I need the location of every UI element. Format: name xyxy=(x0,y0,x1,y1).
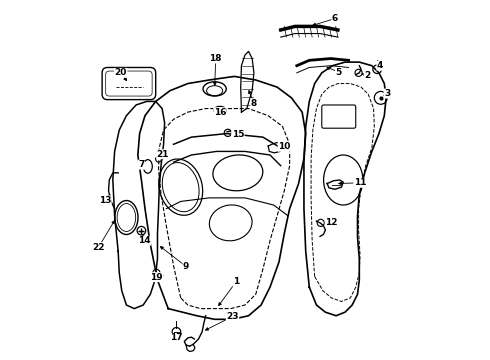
Text: 22: 22 xyxy=(92,243,105,252)
Text: 7: 7 xyxy=(138,160,145,169)
Text: 16: 16 xyxy=(214,108,226,117)
Text: 8: 8 xyxy=(251,99,257,108)
Text: 21: 21 xyxy=(157,150,169,159)
Text: 18: 18 xyxy=(209,54,222,63)
Text: 15: 15 xyxy=(232,130,244,139)
Text: 6: 6 xyxy=(332,14,338,23)
Text: 23: 23 xyxy=(226,312,239,321)
Text: 4: 4 xyxy=(377,61,383,70)
Text: 14: 14 xyxy=(138,236,150,245)
Text: 13: 13 xyxy=(98,196,111,205)
Text: 3: 3 xyxy=(384,89,391,98)
Text: 2: 2 xyxy=(364,71,370,80)
Text: 20: 20 xyxy=(115,68,127,77)
Text: 10: 10 xyxy=(278,142,291,151)
Text: 17: 17 xyxy=(170,333,183,342)
Text: 11: 11 xyxy=(354,178,367,187)
Text: 12: 12 xyxy=(325,218,338,227)
Text: 19: 19 xyxy=(150,273,163,282)
Text: 9: 9 xyxy=(183,262,189,271)
Text: 1: 1 xyxy=(233,277,239,286)
Text: 5: 5 xyxy=(336,68,342,77)
